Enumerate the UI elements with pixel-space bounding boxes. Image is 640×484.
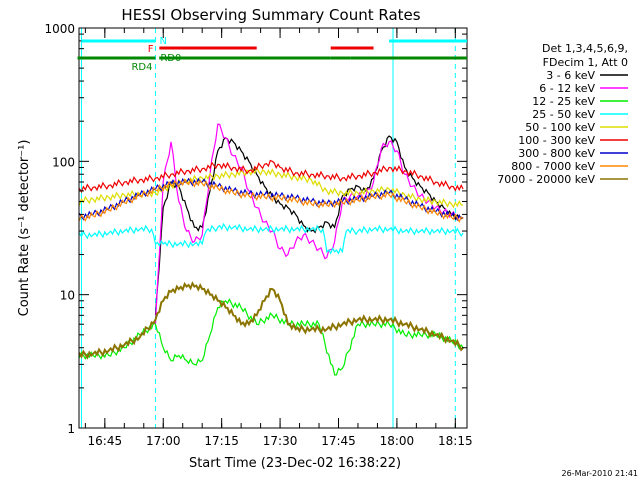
y-tick-label: 100 [52, 155, 75, 169]
legend-label: 25 - 50 keV [532, 108, 595, 121]
y-tick-label: 1 [67, 422, 75, 436]
plot-frame [78, 27, 468, 429]
y-tick-label: 1000 [44, 22, 75, 36]
footer-timestamp: 26-Mar-2010 21:41 [562, 469, 639, 478]
series-line-25-50-kev [79, 222, 464, 255]
legend-label: 3 - 6 keV [546, 69, 595, 82]
y-axis-label: Count Rate (s⁻¹ detector⁻¹) [17, 140, 32, 317]
y-tick-label: 10 [60, 289, 75, 303]
legend-label: 6 - 12 keV [539, 82, 595, 95]
x-tick-label: 16:45 [88, 434, 123, 448]
legend-label: 300 - 800 keV [518, 147, 595, 160]
series-line-800-7000-kev [79, 178, 464, 223]
marker-label-n: N [159, 36, 166, 47]
x-tick-label: 17:30 [263, 434, 298, 448]
x-tick-label: 18:15 [438, 434, 473, 448]
x-tick-label: 17:00 [146, 434, 181, 448]
series-line-6-12-kev [154, 123, 460, 325]
x-tick-label: 18:00 [380, 434, 415, 448]
marker-label-f: F [148, 44, 154, 55]
plot-area [79, 28, 464, 428]
marker-label-rd4: RD4 [131, 62, 152, 73]
legend-label: 7000 - 20000 keV [497, 173, 595, 186]
legend-header-line-2: FDecim 1, Att 0 [543, 56, 628, 69]
x-axis-label: Start Time (23-Dec-02 16:38:22) [189, 456, 401, 471]
legend-label: 12 - 25 keV [532, 95, 595, 108]
series-line-100-300-kev [79, 159, 464, 194]
chart-title: HESSI Observing Summary Count Rates [121, 6, 420, 24]
x-tick-label: 17:45 [321, 434, 356, 448]
legend-label: 50 - 100 keV [525, 121, 595, 134]
x-tick-label: 17:15 [204, 434, 239, 448]
legend-label: 100 - 300 keV [518, 134, 595, 147]
series-line-7000-20000-kev [79, 281, 464, 360]
legend-header-line-1: Det 1,3,4,5,6,9, [542, 42, 628, 55]
legend-label: 800 - 7000 keV [511, 160, 595, 173]
